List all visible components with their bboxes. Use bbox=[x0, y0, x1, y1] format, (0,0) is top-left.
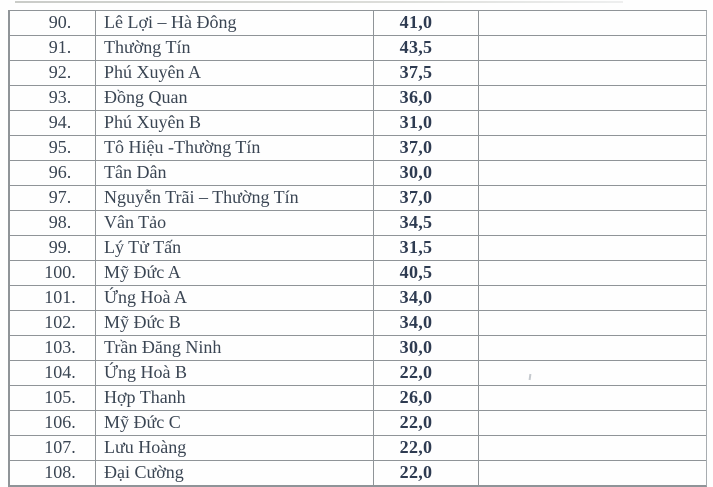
table-row: 102. Mỹ Đức B 34,0 bbox=[10, 311, 706, 336]
school-name: Lý Tử Tấn bbox=[96, 236, 374, 260]
school-name: Mỹ Đức C bbox=[96, 411, 374, 435]
table-row: 101. Ứng Hoà A 34,0 bbox=[10, 286, 706, 311]
table-row: 90. Lê Lợi – Hà Đông 41,0 bbox=[10, 11, 706, 36]
row-index: 90. bbox=[10, 11, 96, 35]
table-row: 96. Tân Dân 30,0 bbox=[10, 161, 706, 186]
row-index: 102. bbox=[10, 311, 96, 335]
score-value: 41,0 bbox=[374, 11, 479, 35]
scan-artifact-line bbox=[15, 1, 623, 3]
table-row: 104. Ứng Hoà B 22,0 bbox=[10, 361, 706, 386]
school-name: Tô Hiệu -Thường Tín bbox=[96, 136, 374, 160]
score-value: 34,5 bbox=[374, 211, 479, 235]
table-row: 94. Phú Xuyên B 31,0 bbox=[10, 111, 706, 136]
score-value: 34,0 bbox=[374, 311, 479, 335]
notes-cell bbox=[479, 386, 706, 410]
score-value: 26,0 bbox=[374, 386, 479, 410]
row-index: 97. bbox=[10, 186, 96, 210]
row-index: 105. bbox=[10, 386, 96, 410]
row-index: 107. bbox=[10, 436, 96, 460]
notes-cell bbox=[479, 36, 706, 60]
notes-cell bbox=[479, 236, 706, 260]
notes-cell bbox=[479, 311, 706, 335]
row-index: 95. bbox=[10, 136, 96, 160]
score-value: 22,0 bbox=[374, 436, 479, 460]
notes-cell bbox=[479, 61, 706, 85]
score-value: 37,5 bbox=[374, 61, 479, 85]
notes-cell bbox=[479, 286, 706, 310]
school-name: Phú Xuyên A bbox=[96, 61, 374, 85]
row-index: 100. bbox=[10, 261, 96, 285]
school-name: Lưu Hoàng bbox=[96, 436, 374, 460]
row-index: 98. bbox=[10, 211, 96, 235]
notes-cell bbox=[479, 11, 706, 35]
score-value: 22,0 bbox=[374, 461, 479, 485]
score-value: 34,0 bbox=[374, 286, 479, 310]
notes-cell bbox=[479, 336, 706, 360]
score-value: 22,0 bbox=[374, 411, 479, 435]
table-row: 107. Lưu Hoàng 22,0 bbox=[10, 436, 706, 461]
notes-cell bbox=[479, 461, 706, 485]
school-name: Nguyễn Trãi – Thường Tín bbox=[96, 186, 374, 210]
score-value: 37,0 bbox=[374, 186, 479, 210]
table-row: 108. Đại Cường 22,0 bbox=[10, 461, 706, 485]
score-value: 43,5 bbox=[374, 36, 479, 60]
table-row: 92. Phú Xuyên A 37,5 bbox=[10, 61, 706, 86]
notes-cell bbox=[479, 186, 706, 210]
table-row: 98. Vân Tảo 34,5 bbox=[10, 211, 706, 236]
notes-cell bbox=[479, 261, 706, 285]
score-value: 22,0 bbox=[374, 361, 479, 385]
school-name: Trần Đăng Ninh bbox=[96, 336, 374, 360]
table-row: 93. Đồng Quan 36,0 bbox=[10, 86, 706, 111]
row-index: 104. bbox=[10, 361, 96, 385]
school-name: Hợp Thanh bbox=[96, 386, 374, 410]
table-row: 105. Hợp Thanh 26,0 bbox=[10, 386, 706, 411]
row-index: 101. bbox=[10, 286, 96, 310]
notes-cell bbox=[479, 111, 706, 135]
notes-cell bbox=[479, 411, 706, 435]
row-index: 99. bbox=[10, 236, 96, 260]
school-name: Phú Xuyên B bbox=[96, 111, 374, 135]
row-index: 103. bbox=[10, 336, 96, 360]
score-value: 40,5 bbox=[374, 261, 479, 285]
school-name: Lê Lợi – Hà Đông bbox=[96, 11, 374, 35]
table-row: 106. Mỹ Đức C 22,0 bbox=[10, 411, 706, 436]
notes-cell bbox=[479, 86, 706, 110]
row-index: 106. bbox=[10, 411, 96, 435]
score-value: 30,0 bbox=[374, 336, 479, 360]
row-index: 91. bbox=[10, 36, 96, 60]
score-value: 37,0 bbox=[374, 136, 479, 160]
school-name: Đồng Quan bbox=[96, 86, 374, 110]
notes-cell bbox=[479, 161, 706, 185]
row-index: 108. bbox=[10, 461, 96, 485]
notes-cell bbox=[479, 136, 706, 160]
notes-cell bbox=[479, 436, 706, 460]
score-value: 30,0 bbox=[374, 161, 479, 185]
school-name: Ứng Hoà B bbox=[96, 361, 374, 385]
table-row: 91. Thường Tín 43,5 bbox=[10, 36, 706, 61]
school-name: Tân Dân bbox=[96, 161, 374, 185]
score-table-body: 90. Lê Lợi – Hà Đông 41,0 91. Thường Tín… bbox=[10, 11, 706, 485]
notes-cell bbox=[479, 361, 706, 385]
school-name: Đại Cường bbox=[96, 461, 374, 485]
school-name: Mỹ Đức A bbox=[96, 261, 374, 285]
school-name: Vân Tảo bbox=[96, 211, 374, 235]
row-index: 93. bbox=[10, 86, 96, 110]
score-value: 36,0 bbox=[374, 86, 479, 110]
row-index: 96. bbox=[10, 161, 96, 185]
table-row: 95. Tô Hiệu -Thường Tín 37,0 bbox=[10, 136, 706, 161]
score-table: 90. Lê Lợi – Hà Đông 41,0 91. Thường Tín… bbox=[8, 10, 707, 487]
table-row: 99. Lý Tử Tấn 31,5 bbox=[10, 236, 706, 261]
school-name: Mỹ Đức B bbox=[96, 311, 374, 335]
notes-cell bbox=[479, 211, 706, 235]
table-row: 103. Trần Đăng Ninh 30,0 bbox=[10, 336, 706, 361]
score-value: 31,0 bbox=[374, 111, 479, 135]
score-value: 31,5 bbox=[374, 236, 479, 260]
table-row: 97. Nguyễn Trãi – Thường Tín 37,0 bbox=[10, 186, 706, 211]
school-name: Thường Tín bbox=[96, 36, 374, 60]
school-name: Ứng Hoà A bbox=[96, 286, 374, 310]
row-index: 94. bbox=[10, 111, 96, 135]
row-index: 92. bbox=[10, 61, 96, 85]
table-row: 100. Mỹ Đức A 40,5 bbox=[10, 261, 706, 286]
